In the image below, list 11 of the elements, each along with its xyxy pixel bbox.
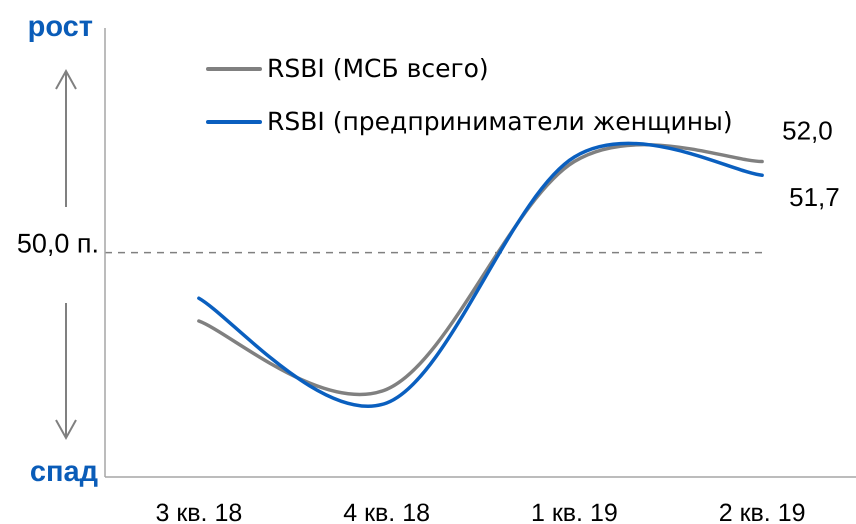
x-tick-label: 2 кв. 19 bbox=[718, 499, 806, 524]
text: рост bbox=[28, 11, 93, 43]
data-label: 52,0 bbox=[782, 116, 833, 146]
x-tick-label: 4 кв. 18 bbox=[343, 499, 430, 524]
legend-label: RSBI (МСБ всего) bbox=[267, 54, 489, 83]
data-label: 51,7 bbox=[789, 182, 840, 212]
ref-line-label: 50,0 п. bbox=[16, 228, 99, 259]
text: спад bbox=[30, 456, 98, 488]
legend-label: RSBI (предприниматели женщины) bbox=[267, 107, 733, 136]
x-tick-label: 1 кв. 19 bbox=[530, 499, 618, 524]
x-tick-label: 3 кв. 18 bbox=[155, 499, 242, 524]
